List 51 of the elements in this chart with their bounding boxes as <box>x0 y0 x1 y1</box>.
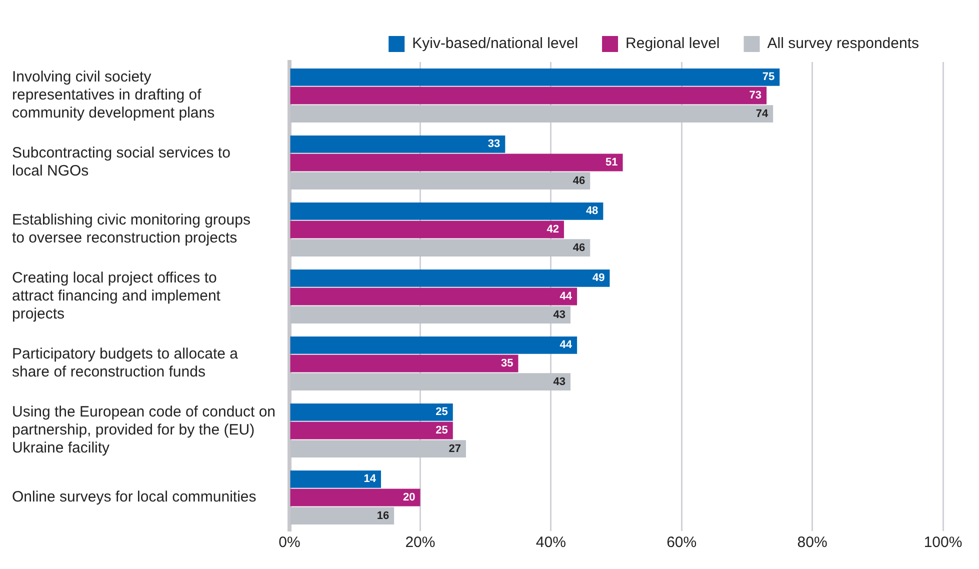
bar <box>290 269 610 287</box>
data-label: 27 <box>448 442 461 455</box>
y-tick-label: Online surveys for local communities <box>12 488 256 506</box>
data-label: 44 <box>560 339 573 352</box>
data-label: 20 <box>402 492 416 504</box>
y-tick-label: Creating local project offices to attract financing and implement projects <box>12 270 222 323</box>
data-label: 25 <box>436 406 448 418</box>
bar <box>290 488 420 506</box>
data-label: 42 <box>546 224 559 236</box>
bar <box>290 288 578 306</box>
bar <box>290 336 578 354</box>
bar <box>290 403 453 421</box>
bar <box>290 135 506 153</box>
y-tick-label: Establishing civic monitoring groups to oversee reconstruction projects <box>12 212 250 247</box>
data-label: 16 <box>376 510 390 522</box>
bar <box>290 68 780 86</box>
bar <box>290 470 382 488</box>
bar <box>290 220 564 238</box>
data-label: 46 <box>572 242 586 254</box>
bar <box>290 202 604 220</box>
data-label: 75 <box>762 71 775 84</box>
data-label: 49 <box>592 272 605 284</box>
data-label: 48 <box>586 205 598 218</box>
y-tick-label: Subcontracting social services to local NGOs <box>12 144 230 180</box>
data-label: 25 <box>436 424 448 437</box>
x-tick-label: 20% <box>405 534 436 552</box>
bar <box>290 354 518 372</box>
data-label: 44 <box>560 290 573 303</box>
bar <box>290 154 623 172</box>
data-label: 14 <box>364 473 377 486</box>
bar <box>290 422 453 440</box>
data-label: 43 <box>553 376 566 388</box>
data-label: 46 <box>572 174 586 187</box>
legend-label: Regional level <box>626 35 720 52</box>
y-tick-label: Participatory budgets to allocate a share of reconstruction funds <box>12 346 239 381</box>
x-tick-label: 100% <box>924 534 962 552</box>
data-label: 74 <box>756 108 769 120</box>
data-label: 73 <box>749 90 762 102</box>
legend-label: All survey respondents <box>767 35 920 52</box>
y-tick-label: Involving civil society representatives in drafting of community development plans <box>12 68 215 122</box>
x-tick-label: 40% <box>536 534 566 552</box>
data-label: 35 <box>500 358 514 370</box>
legend-label: Kyiv-based/national level <box>412 35 578 52</box>
x-tick-label: 80% <box>797 534 828 552</box>
data-label: 43 <box>553 308 566 321</box>
x-tick-label: 0% <box>278 534 300 552</box>
bar <box>290 86 767 104</box>
data-label: 33 <box>488 138 500 150</box>
x-tick-label: 60% <box>666 534 697 552</box>
data-label: 51 <box>606 156 618 169</box>
y-tick-label: Using the European code of conduct on partnership, provided for by the (EU) Ukraine facility <box>12 404 276 457</box>
